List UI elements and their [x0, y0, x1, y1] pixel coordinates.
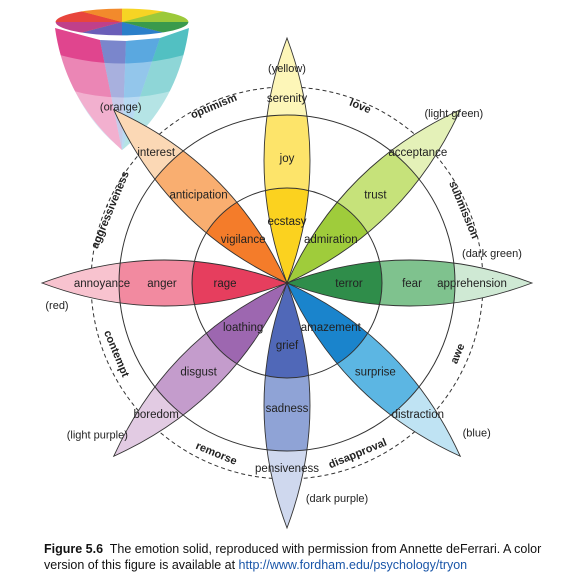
color-note-red: (red) [45, 300, 68, 312]
petal-orange [97, 93, 304, 300]
emotion-label-yellow-inner: ecstasy [268, 216, 307, 228]
emotion-label-lightgreen-outer: acceptance [388, 147, 447, 159]
caption-figure-number: Figure 5.6 [44, 542, 104, 556]
petal-darkpurple [263, 281, 311, 530]
emotion-label-blue-inner: amazement [301, 322, 362, 334]
emotion-label-red-inner: rage [213, 278, 236, 290]
emotion-label-orange-inner: vigilance [221, 234, 266, 246]
emotion-wheel-diagram: ecstasy joy serenity admiration trust accepta… [40, 7, 534, 530]
dyad-label-submission: submission [446, 179, 481, 240]
color-note-lightgreen: (light green) [425, 108, 484, 120]
color-note-darkgreen: (dark green) [462, 248, 522, 260]
emotion-label-darkgreen-mid: fear [402, 278, 422, 290]
inner-ring [191, 187, 383, 379]
emotion-label-red-outer: annoyance [74, 278, 130, 290]
emotion-label-lightpurple-outer: boredom [133, 409, 178, 421]
color-note-darkpurple: (dark purple) [306, 493, 368, 505]
emotion-label-lightpurple-mid: disgust [180, 366, 217, 378]
color-note-blue: (blue) [463, 428, 491, 440]
dyad-label-contempt: contempt [101, 329, 131, 380]
dyad-label-love: love [348, 97, 373, 117]
emotion-label-darkgreen-outer: apprehension [437, 278, 507, 290]
dyad-label-remorse: remorse [194, 440, 239, 468]
emotion-label-yellow-mid: joy [279, 153, 295, 165]
emotion-label-lightpurple-inner: loathing [223, 322, 263, 334]
dyad-label-disapproval: disapproval [327, 437, 389, 472]
emotion-label-red-mid: anger [147, 278, 177, 290]
emotion-solid-cone [54, 7, 190, 151]
color-note-lightpurple: (light purple) [67, 430, 128, 442]
emotion-label-yellow-outer: serenity [267, 93, 308, 105]
emotion-label-blue-outer: distraction [392, 409, 444, 421]
dyad-label-optimism: optimism [189, 92, 239, 122]
figure-caption: Figure 5.6 The emotion solid, reproduced… [44, 541, 544, 573]
middle-ring [118, 114, 456, 452]
dyad-label-awe: awe [448, 342, 467, 366]
caption-text: The emotion solid, reproduced with permi… [44, 542, 542, 572]
emotion-label-darkpurple-outer: pensiveness [255, 463, 319, 475]
emotion-label-lightgreen-mid: trust [364, 190, 387, 202]
color-note-orange: (orange) [100, 102, 142, 114]
emotion-label-darkgreen-inner: terror [335, 278, 363, 290]
emotion-label-orange-mid: anticipation [170, 190, 228, 202]
petal-yellow [263, 36, 311, 285]
emotion-label-darkpurple-inner: grief [276, 340, 299, 352]
emotion-label-blue-mid: surprise [355, 366, 396, 378]
emotion-label-darkpurple-mid: sadness [266, 403, 309, 415]
caption-url[interactable]: http://www.fordham.edu/psychology/tryon [238, 558, 468, 572]
emotion-label-orange-outer: interest [137, 147, 176, 159]
color-note-yellow: (yellow) [268, 63, 306, 75]
emotion-label-lightgreen-inner: admiration [304, 234, 358, 246]
